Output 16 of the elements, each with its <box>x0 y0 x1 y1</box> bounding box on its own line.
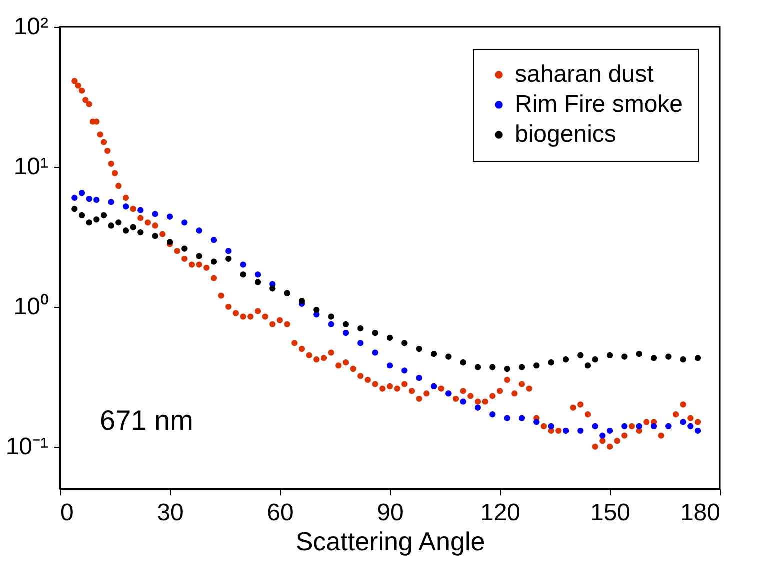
legend-label: biogenics <box>515 121 616 148</box>
x-tick-label: 60 <box>267 500 294 526</box>
annotation: 671 nm <box>100 405 194 436</box>
x-axis-title: Scattering Angle <box>296 526 486 556</box>
y-tick-label: 10¹ <box>14 153 49 180</box>
x-tick-label: 180 <box>680 500 720 526</box>
y-tick-label: 10⁰ <box>14 293 48 320</box>
x-tick-label: 30 <box>157 500 184 526</box>
x-tick-label: 150 <box>590 500 631 526</box>
x-tick-label: 0 <box>60 500 74 526</box>
legend-label: saharan dust <box>515 61 654 88</box>
x-tick-label: 90 <box>377 500 404 526</box>
legend-label: Rim Fire smoke <box>515 91 684 118</box>
y-tick-label: 10² <box>14 14 49 40</box>
y-tick-label: 10⁻¹ <box>6 433 49 460</box>
x-tick-label: 120 <box>480 500 521 526</box>
